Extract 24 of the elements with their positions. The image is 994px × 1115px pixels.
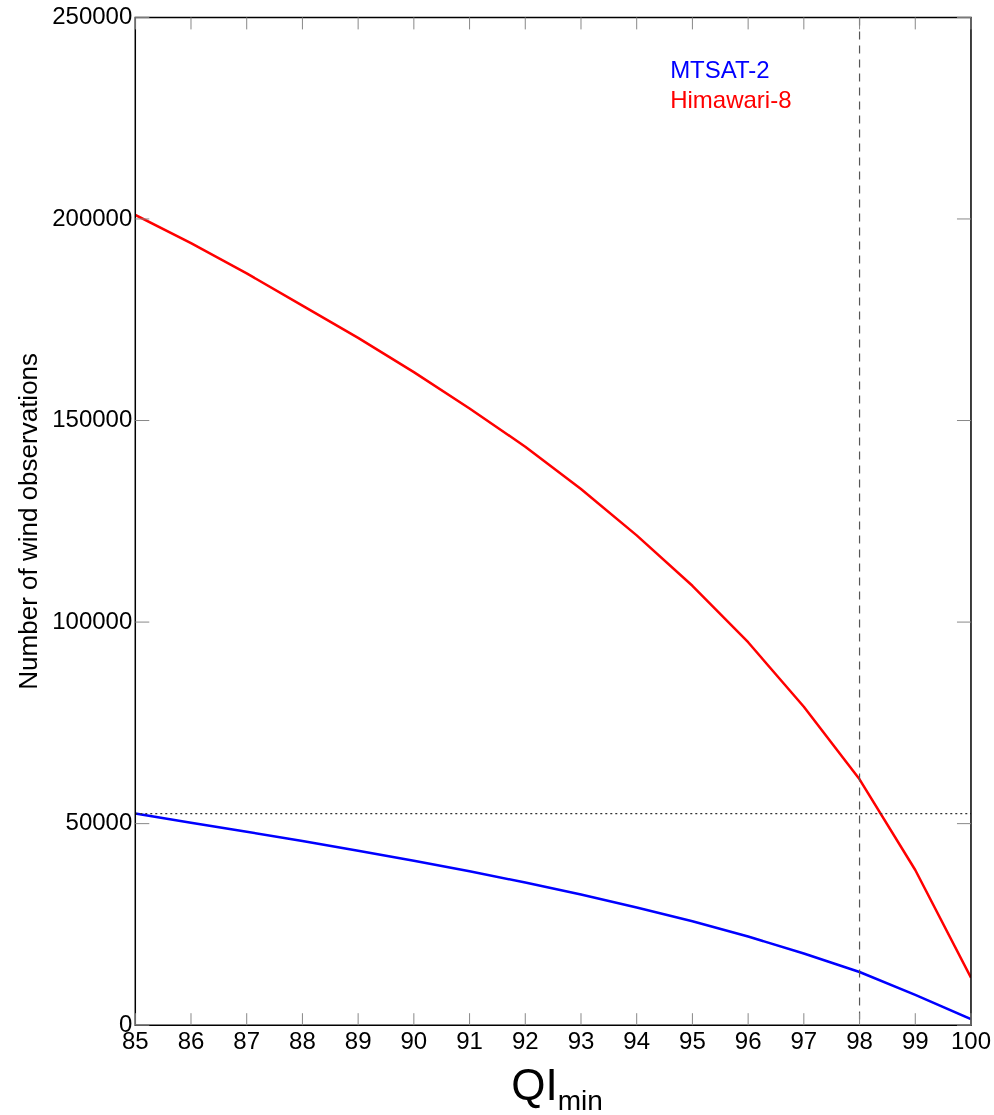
x-tick-label: 96 [734, 1027, 762, 1055]
x-tick-label: 99 [901, 1027, 929, 1055]
x-tick-label: 98 [846, 1027, 873, 1055]
text: Himawari-8 [670, 86, 792, 114]
x-tick-label: 91 [456, 1027, 483, 1055]
x-tick-label: 86 [177, 1027, 205, 1055]
y-tick-label: 250000 [52, 2, 133, 30]
x-axis-title: QI$_{min}$ [510, 1060, 604, 1115]
x-tick-label: 87 [233, 1027, 261, 1055]
y-axis-title: Number of wind observations [12, 352, 43, 690]
x-tick-label: 100 [950, 1027, 991, 1055]
x-tick-label: 88 [289, 1027, 316, 1055]
x-tick-label: 94 [623, 1027, 651, 1055]
text: MTSAT-2 [670, 56, 770, 84]
x-tick-label: 92 [511, 1027, 539, 1055]
x-tick-label: 95 [679, 1027, 706, 1055]
x-tick-label: 89 [344, 1027, 372, 1055]
y-tick-label: 200000 [52, 203, 133, 231]
y-tick-label: 100000 [52, 606, 133, 634]
y-tick-label: 50000 [65, 808, 133, 836]
y-tick-label: 150000 [52, 405, 133, 433]
x-tick-label: 90 [400, 1027, 428, 1055]
x-tick-label: 93 [567, 1027, 595, 1055]
x-tick-label: 97 [790, 1027, 818, 1055]
